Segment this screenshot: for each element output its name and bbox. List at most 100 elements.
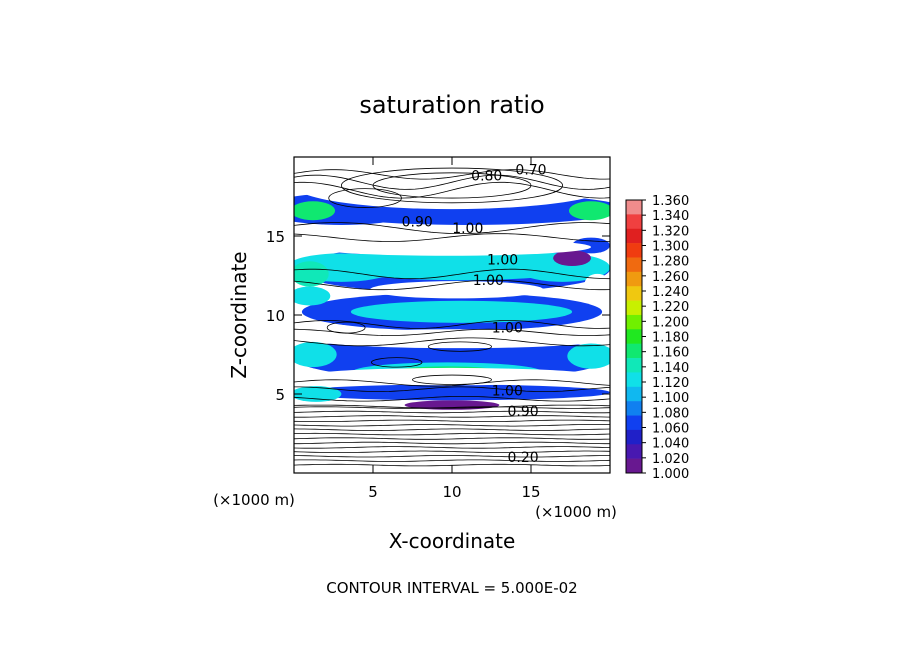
contour-ring-0	[340, 167, 563, 204]
colorbar-label-7: 1.220	[652, 300, 689, 315]
colorbar-swatch-1	[626, 214, 642, 230]
contour-label-5: 1.00	[473, 273, 504, 289]
colorbar-label-18: 1.000	[652, 467, 689, 482]
colorbar-label-6: 1.240	[652, 285, 689, 300]
x-tick-labels: 5 10 15	[368, 483, 540, 501]
field-gap-5	[297, 229, 323, 249]
field-region-18	[567, 343, 610, 369]
colorbar-label-11: 1.140	[652, 361, 689, 376]
contour-line-upper-10	[294, 379, 610, 387]
contour-ring-2	[328, 188, 402, 208]
contour-label-7: 1.00	[492, 384, 523, 400]
contour-label-9: 0.20	[508, 450, 539, 466]
colorbar-swatch-16	[626, 429, 642, 445]
contour-line-upper-5	[294, 268, 610, 280]
colorbar-label-5: 1.260	[652, 270, 689, 285]
y-tick-labels: 5 10 15	[266, 228, 285, 404]
y-tick-label-0: 5	[275, 386, 285, 404]
field-region-13	[294, 286, 331, 306]
colorbar-label-4: 1.280	[652, 255, 689, 270]
colorbar-label-15: 1.060	[652, 422, 689, 437]
colorbar-label-9: 1.180	[652, 331, 689, 346]
colorbar-swatch-7	[626, 300, 642, 316]
x-axis-label: X-coordinate	[389, 529, 516, 553]
contour-line-lower-1	[294, 459, 610, 462]
contour-line-upper-7	[294, 320, 610, 329]
contour-label-4: 1.00	[487, 252, 518, 268]
colorbar-swatch-17	[626, 444, 642, 459]
colorbar-swatch-8	[626, 314, 642, 330]
colorbar	[625, 199, 646, 474]
contour-line-lower-8	[294, 428, 610, 431]
field-region-3	[568, 201, 610, 221]
colorbar-swatch-0	[626, 200, 642, 215]
colorbar-label-10: 1.160	[652, 346, 689, 361]
colorbar-label-1: 1.340	[652, 209, 689, 224]
colorbar-swatch-12	[626, 372, 642, 388]
contour-line-upper-6	[294, 279, 610, 291]
colorbar-label-13: 1.100	[652, 391, 689, 406]
contour-line-lower-12	[294, 410, 610, 414]
chart-title: saturation ratio	[359, 91, 544, 119]
x-tick-label-1: 10	[442, 483, 461, 501]
colorbar-label-16: 1.040	[652, 437, 689, 452]
contour-lines	[294, 167, 610, 467]
contour-line-lower-4	[294, 446, 610, 449]
contour-label-1: 0.80	[471, 169, 502, 185]
colorbar-swatch-5	[626, 271, 642, 287]
colorbar-swatch-14	[626, 401, 642, 416]
contour-line-upper-13	[294, 404, 610, 409]
colorbar-swatch-11	[626, 358, 642, 373]
colorbar-swatch-18	[626, 458, 642, 474]
y-tick-label-2: 15	[266, 228, 285, 246]
contour-label-6: 1.00	[492, 320, 523, 336]
contour-label-8: 0.90	[508, 404, 539, 420]
contour-line-upper-12	[294, 396, 610, 402]
colorbar-swatch-6	[626, 286, 642, 301]
field-region-2	[294, 201, 336, 221]
contour-line-upper-1	[294, 174, 610, 190]
colorbar-swatch-13	[626, 386, 642, 402]
contour-labels: 0.700.800.90 1.001.001.001.001.000.900.20	[402, 162, 547, 466]
colorbar-swatch-9	[626, 329, 642, 344]
contour-ring-1	[372, 172, 532, 199]
field-gap-7	[309, 324, 358, 338]
colorbar-label-14: 1.080	[652, 406, 689, 421]
field-gap-core	[436, 284, 476, 293]
field-gap-1	[306, 238, 592, 256]
colorbar-label-8: 1.200	[652, 315, 689, 330]
contour-line-upper-11	[294, 386, 610, 392]
x-tick-label-2: 15	[521, 483, 540, 501]
colorbar-labels: 1.3601.3401.3201.3001.2801.2601.2401.220…	[652, 194, 689, 482]
field-gap-4	[301, 367, 603, 386]
field-gap-3	[308, 329, 609, 349]
colorbar-swatch-2	[626, 228, 642, 244]
x-unit-label: (×1000 m)	[535, 503, 617, 521]
contour-line-upper-9	[294, 337, 610, 347]
contour-ring-5	[427, 341, 492, 352]
contour-ring-4	[371, 357, 423, 368]
contour-ring-3	[326, 321, 366, 334]
colorbar-swatch-4	[626, 257, 642, 273]
x-tick-label-0: 5	[368, 483, 378, 501]
contour-line-lower-10	[294, 419, 610, 422]
field-region-12	[350, 300, 573, 323]
y-axis-label: Z-coordinate	[227, 251, 251, 378]
contour-line-upper-2	[294, 181, 610, 199]
colorbar-swatch-15	[626, 415, 642, 431]
contour-line-upper-0	[294, 169, 610, 180]
field-region-17	[294, 341, 337, 368]
contour-line-lower-9	[294, 424, 610, 427]
field-region-10	[553, 250, 592, 267]
plot-area: 0.700.800.90 1.001.001.001.001.000.900.20	[293, 156, 611, 474]
colorbar-label-2: 1.320	[652, 224, 689, 239]
colorbar-label-0: 1.360	[652, 194, 689, 209]
contour-line-upper-4	[294, 233, 610, 242]
contour-label-3: 1.00	[452, 221, 483, 237]
contour-line-lower-13	[294, 406, 610, 409]
contour-line-lower-5	[294, 441, 610, 445]
z-unit-label: (×1000 m)	[213, 491, 295, 509]
contour-ring-6	[412, 374, 492, 385]
colorbar-label-17: 1.020	[652, 452, 689, 467]
